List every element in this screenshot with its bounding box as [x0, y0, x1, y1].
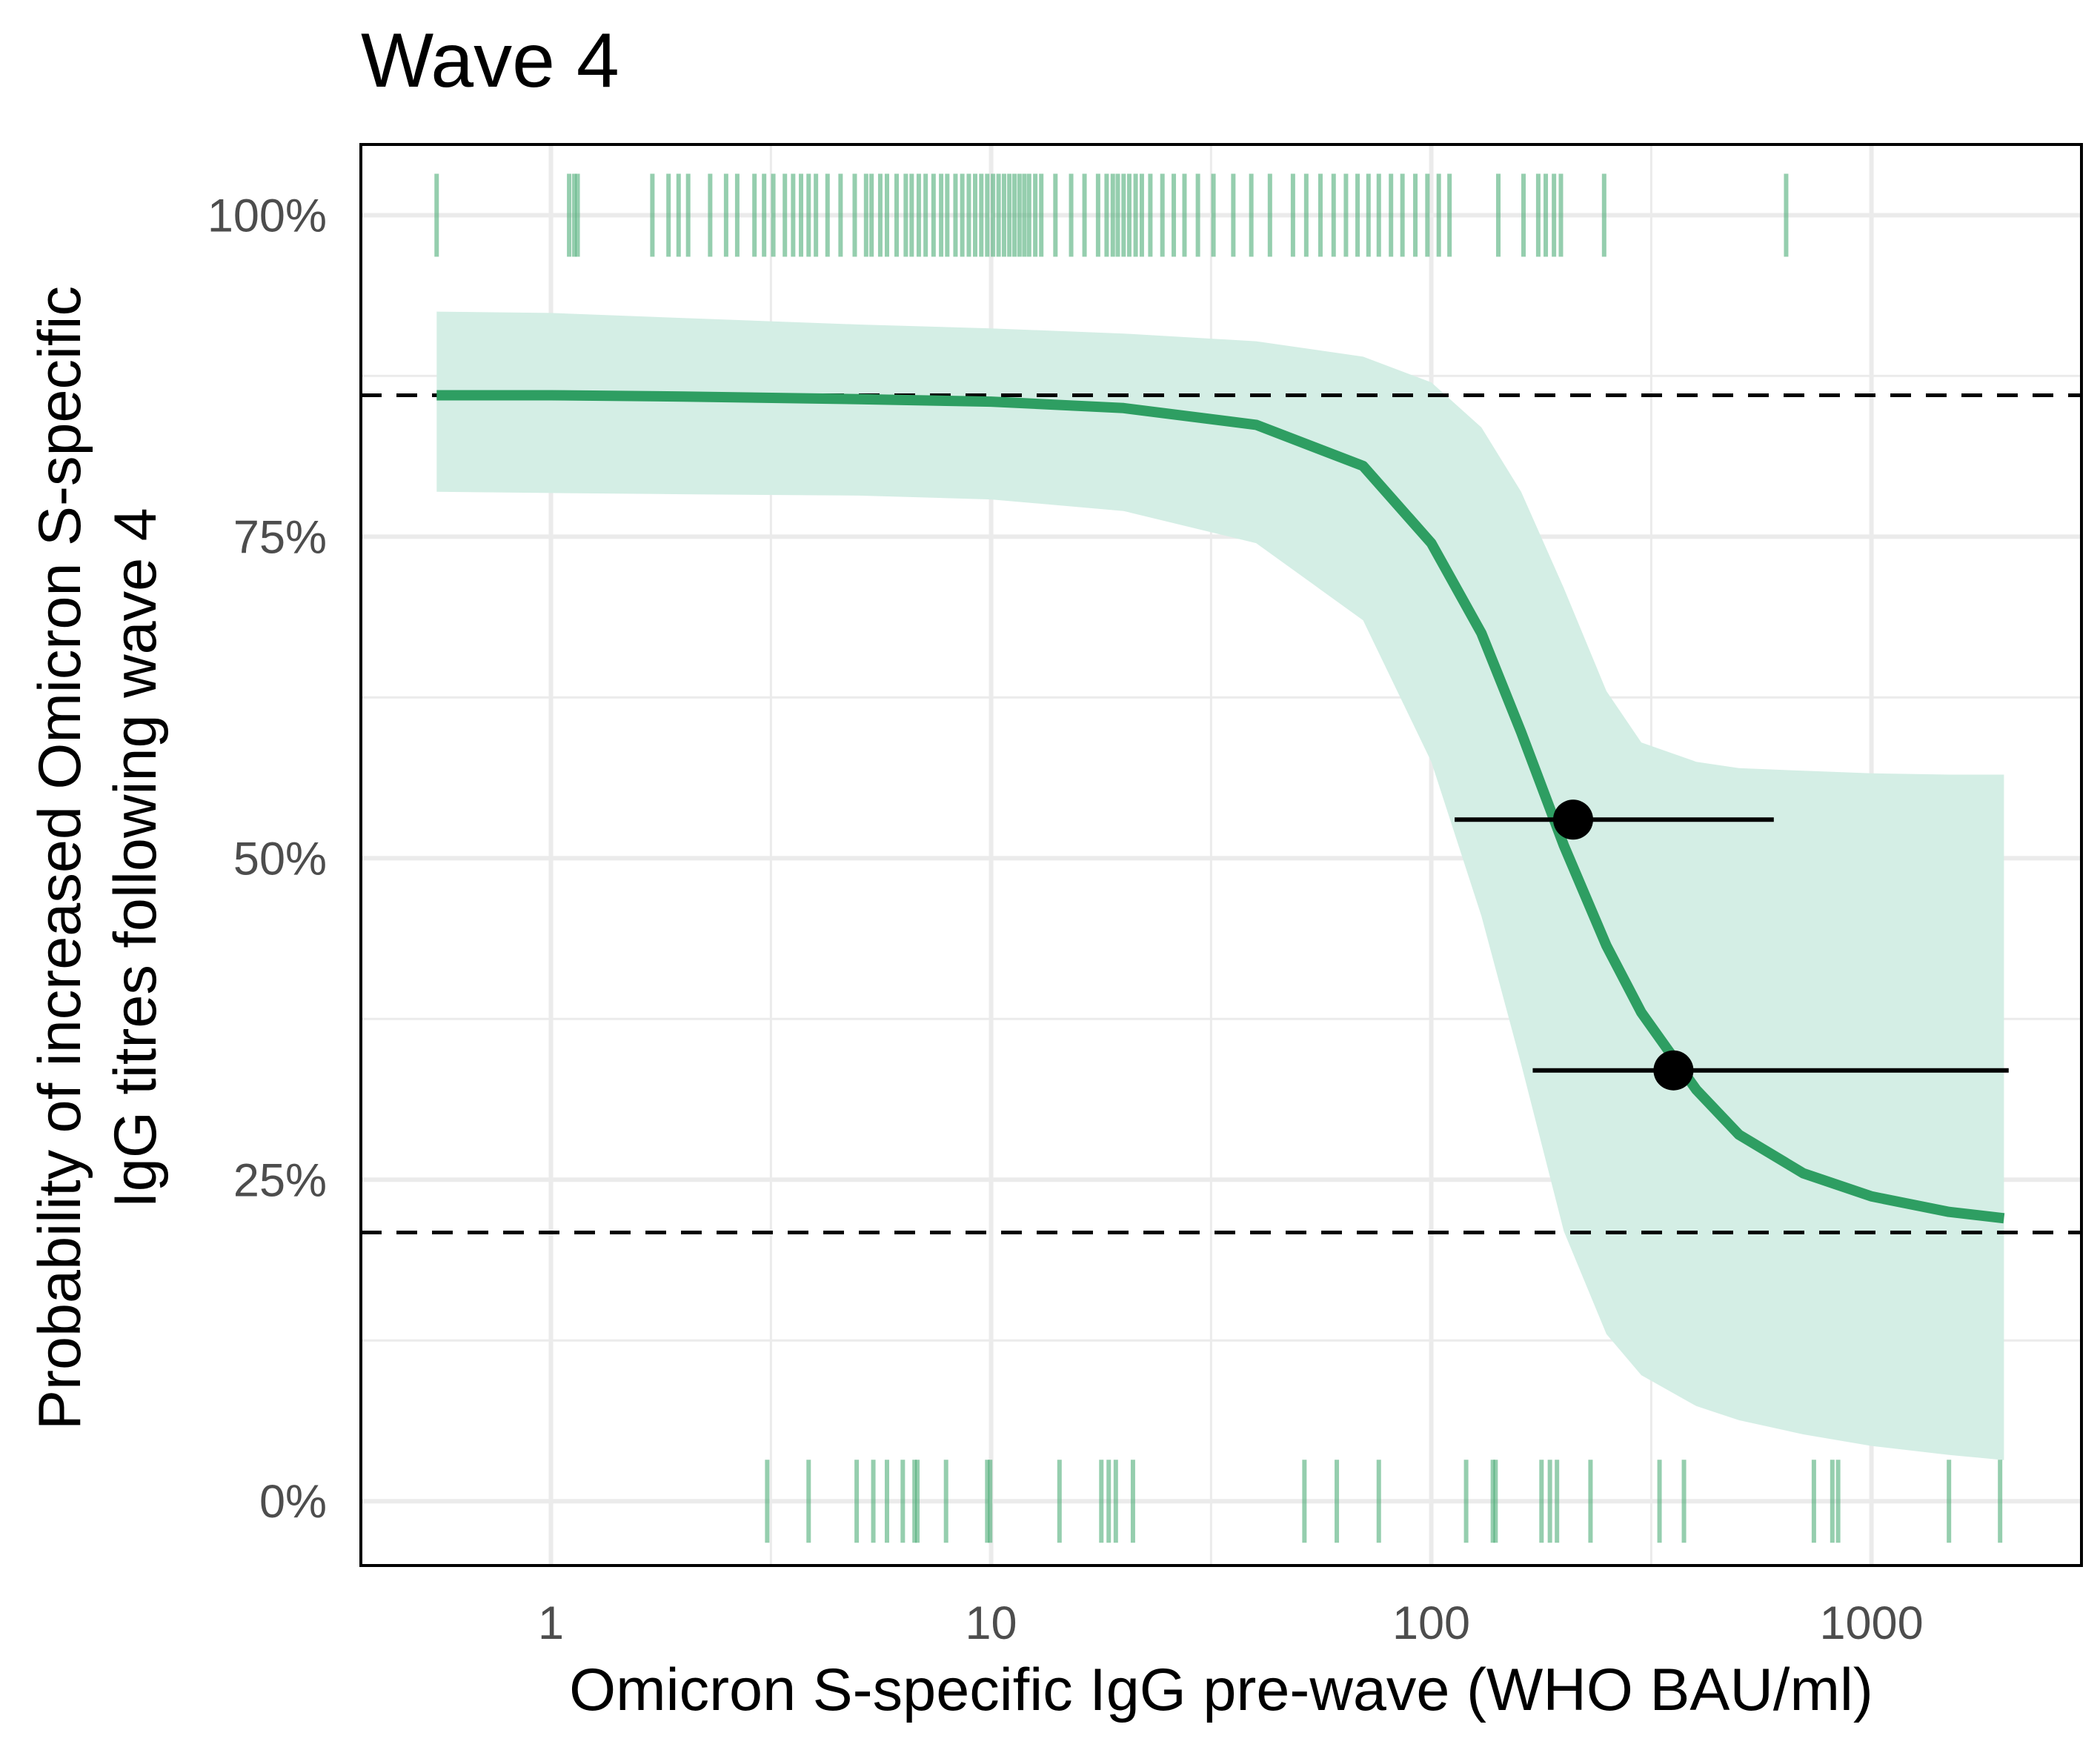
y-tick-label: 100% [207, 190, 327, 242]
confidence-ribbon [436, 311, 2004, 1460]
y-tick-label: 25% [233, 1154, 327, 1206]
panel-border [359, 143, 2083, 1567]
y-axis-label: Probability of increased Omicron S-speci… [27, 286, 169, 1430]
fitted-curve [436, 390, 2005, 1224]
data-point [1653, 1050, 1694, 1091]
y-tick-label: 50% [233, 833, 327, 885]
axes: 1 10 100 1000 0% 25% 50% 75% 100% [207, 143, 2083, 1649]
y-tick-label: 0% [259, 1476, 327, 1528]
x-tick-label: 100 [1392, 1597, 1470, 1649]
x-tick-label: 1 [538, 1597, 564, 1649]
y-axis-label-line-2: IgG titres following wave 4 [102, 508, 169, 1208]
plot-area [361, 144, 2081, 1566]
y-axis-label-line-1: Probability of increased Omicron S-speci… [27, 286, 93, 1430]
x-tick-label: 10 [965, 1597, 1017, 1649]
x-axis-label: Omicron S-specific IgG pre-wave (WHO BAU… [569, 1657, 1873, 1723]
chart-title: Wave 4 [361, 18, 619, 104]
y-tick-label: 75% [233, 511, 327, 563]
plot-panel [361, 144, 2081, 1566]
x-tick-label: 1000 [1819, 1597, 1923, 1649]
data-point [1552, 799, 1593, 840]
